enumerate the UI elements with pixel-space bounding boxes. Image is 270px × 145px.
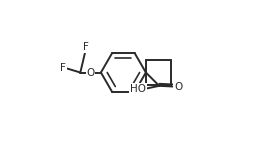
Text: F: F	[60, 63, 66, 73]
Text: HO: HO	[130, 84, 146, 94]
Text: F: F	[83, 42, 89, 52]
Text: O: O	[86, 68, 94, 77]
Text: O: O	[174, 82, 183, 92]
